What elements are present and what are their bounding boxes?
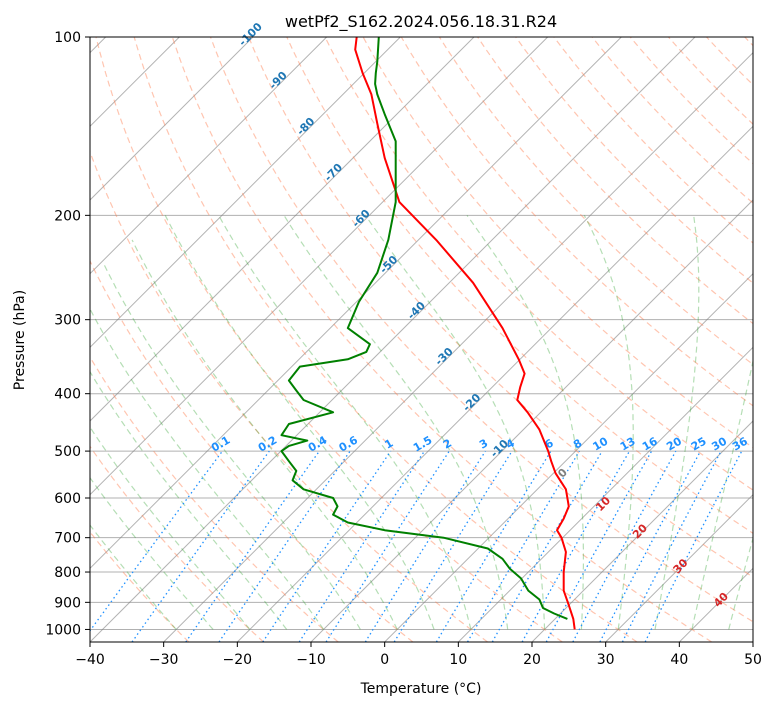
isotherm-line <box>90 37 401 349</box>
mixing-ratio-line <box>393 450 513 642</box>
isotherm-line <box>605 493 753 642</box>
dry-adiabat-line <box>171 37 713 642</box>
profile-lines <box>280 37 576 630</box>
background-lines <box>90 37 753 642</box>
dewpoint-profile <box>280 37 568 620</box>
y-axis-title: Pressure (hPa) <box>12 290 28 390</box>
mixing-ratio-line <box>364 450 486 642</box>
moist-adiabat-line <box>90 307 325 630</box>
dry-adiabat-line <box>286 37 753 534</box>
y-tick-label: 800 <box>54 565 81 581</box>
moist-adiabat-line <box>164 215 435 630</box>
moist-adiabat-line <box>691 358 753 630</box>
x-tick-label: −20 <box>223 652 253 668</box>
isotherm-line <box>310 199 753 642</box>
y-tick-label: 1000 <box>45 622 81 638</box>
isotherm-line <box>457 346 753 642</box>
chart-title: wetPf2_S162.2024.056.18.31.R24 <box>285 12 557 32</box>
moist-adiabat-line <box>90 476 214 630</box>
moist-adiabat-line <box>131 239 398 630</box>
isotherm-line <box>163 51 753 642</box>
y-tick-label: 100 <box>54 30 81 46</box>
isotherm-line <box>90 37 549 496</box>
dry-adiabat-line <box>209 37 753 623</box>
mixing-ratio-line <box>298 450 425 642</box>
y-tick-label: 600 <box>54 491 81 507</box>
y-tick-label: 700 <box>54 531 81 547</box>
isotherm-line <box>90 37 328 275</box>
mixing-ratio-line <box>262 450 392 642</box>
dry-adiabat-line <box>90 259 414 642</box>
moist-adiabat-line <box>90 370 288 630</box>
isotherm-line <box>90 37 475 422</box>
mixing-ratio-line <box>325 450 450 642</box>
y-axis: 1000 900 800 700 600 500 400 300 200 100 <box>45 30 90 638</box>
moist-adiabat-line <box>364 214 546 630</box>
y-tick-label: 300 <box>54 313 81 329</box>
x-tick-label: −30 <box>149 652 179 668</box>
isotherm-line <box>90 37 622 570</box>
isotherm-line <box>384 272 753 642</box>
x-axis-title: Temperature (°C) <box>360 681 482 697</box>
x-tick-label: 10 <box>449 652 467 668</box>
moist-adiabat-line <box>90 426 251 630</box>
x-tick-label: 30 <box>597 652 615 668</box>
dry-adiabat-line <box>515 37 753 284</box>
isotherm-line <box>531 420 753 642</box>
moist-adiabat-line <box>218 215 472 630</box>
plot-background <box>90 37 753 642</box>
moist-adiabat-line <box>102 262 361 630</box>
temperature-profile <box>354 37 576 630</box>
moist-adiabat-line <box>283 214 509 630</box>
x-axis: −40 −30 −20 −10 0 10 20 30 40 50 <box>75 642 762 668</box>
y-tick-label: 500 <box>54 444 81 460</box>
mixing-ratio-line <box>218 450 351 642</box>
x-tick-label: 50 <box>744 652 762 668</box>
plot-frame <box>89 36 754 643</box>
mixing-ratio-line <box>599 450 702 642</box>
moist-adiabat-line <box>466 214 584 630</box>
x-tick-label: 0 <box>380 652 389 668</box>
isotherm-line <box>90 37 696 642</box>
dry-adiabat-line <box>324 37 753 491</box>
isotherm-line <box>752 641 753 642</box>
dry-adiabat-line <box>90 445 264 642</box>
y-tick-label: 200 <box>54 208 81 224</box>
x-tick-label: −10 <box>296 652 326 668</box>
dry-adiabat-line <box>95 37 563 642</box>
mixing-ratio-line <box>435 450 552 642</box>
mixing-ratio-line <box>466 450 580 642</box>
moist-adiabat-line <box>654 215 700 630</box>
dry-adiabat-line <box>133 37 638 642</box>
mixing-ratio-line <box>572 450 677 642</box>
y-tick-label: 400 <box>54 387 81 403</box>
moist-adiabat-line <box>583 215 634 630</box>
isotherm-line <box>236 125 753 642</box>
x-tick-label: −40 <box>75 652 105 668</box>
x-tick-label: 20 <box>523 652 541 668</box>
mixing-ratio-line <box>185 450 320 642</box>
dry-adiabat-line <box>248 37 753 578</box>
y-tick-label: 900 <box>54 595 81 611</box>
isotherm-line <box>90 37 254 201</box>
x-tick-label: 40 <box>670 652 688 668</box>
